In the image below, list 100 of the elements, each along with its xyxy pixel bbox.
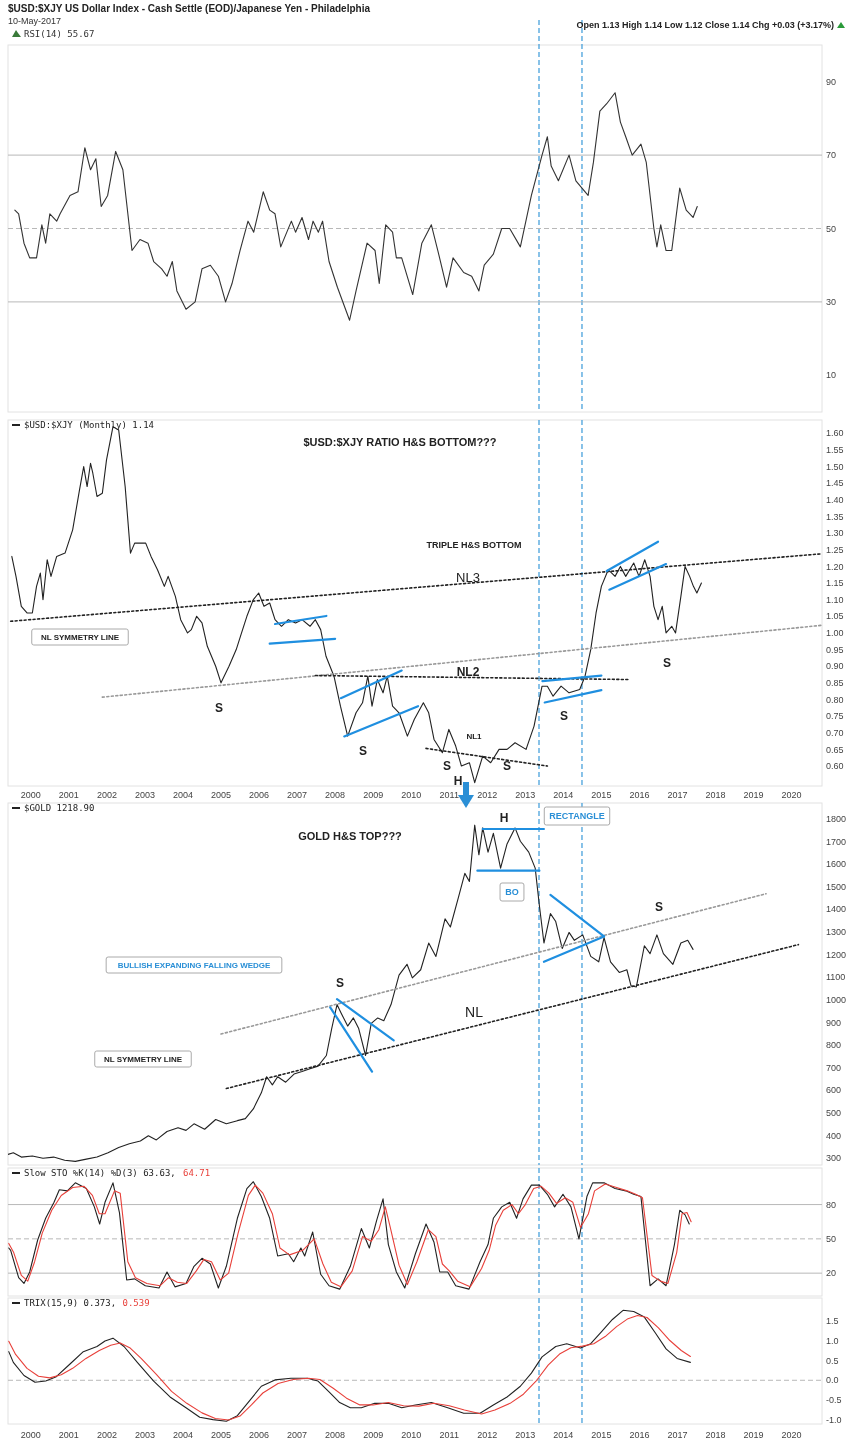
y-tick-label: 10 (826, 370, 837, 381)
x-tick-label: 2018 (705, 1430, 726, 1440)
y-tick-label: 1700 (826, 836, 847, 847)
annotation: S (654, 900, 664, 915)
annotation: BULLISH EXPANDING FALLING WEDGE (117, 960, 272, 970)
y-tick-label: -0.5 (826, 1395, 842, 1406)
annotation: S (559, 709, 569, 724)
x-tick-label: 2012 (477, 790, 498, 800)
x-tick-label: 2013 (515, 1430, 536, 1440)
x-tick-label: 2009 (363, 790, 384, 800)
y-tick-label: 0.80 (826, 694, 844, 705)
text: GOLD H&S TOP??? (298, 830, 403, 842)
y-tick-label: -1.0 (826, 1415, 842, 1426)
x-tick-label: 2005 (210, 790, 232, 800)
x-tick-label: 2016 (629, 1430, 650, 1440)
annotation: TRIPLE H&S BOTTOM (426, 540, 522, 551)
y-tick-label: 900 (826, 1017, 842, 1028)
x-tick-label: 2000 (20, 790, 41, 800)
x-tick-label: 2006 (249, 790, 270, 800)
x-tick-label: 2016 (629, 790, 650, 800)
x-tick-label: 2020 (781, 790, 802, 800)
y-tick-label: 800 (826, 1040, 842, 1051)
y-tick-label: 1100 (826, 972, 846, 983)
x-tick-label: 2006 (249, 1430, 270, 1440)
annotation: S (335, 976, 345, 991)
legend-label: TRIX(15,9) 0.373, (24, 1298, 117, 1308)
annotation: BO (505, 887, 519, 898)
y-tick-label: 1.15 (826, 578, 844, 589)
x-tick-label: 2004 (172, 790, 193, 800)
y-tick-label: 30 (826, 297, 837, 308)
y-tick-label: 0.85 (826, 678, 844, 688)
annotation: S (662, 656, 672, 671)
y-tick-label: 300 (826, 1153, 842, 1164)
y-tick-label: 20 (826, 1268, 837, 1279)
text: Open 1.13 High 1.14 Low 1.12 Close 1.14 Chg +0.03 (+3.17%) (576, 20, 834, 30)
x-tick-label: 2019 (743, 790, 764, 800)
x-tick-label: 2001 (58, 790, 79, 800)
annotation: S (214, 701, 224, 716)
x-tick-label: 2011 (439, 1430, 459, 1440)
y-tick-label: 1400 (826, 904, 847, 915)
y-tick-label: 90 (826, 76, 837, 87)
x-tick-label: 2019 (743, 1430, 764, 1440)
y-tick-label: 500 (826, 1108, 842, 1119)
y-tick-label: 50 (826, 223, 837, 234)
y-tick-label: 1.10 (826, 594, 844, 605)
x-tick-label: 2018 (705, 790, 726, 800)
text: RSI(14) 55.67 (24, 29, 95, 39)
y-tick-label: 1000 (826, 994, 847, 1005)
y-tick-label: 1600 (826, 859, 847, 870)
y-tick-label: 80 (826, 1199, 837, 1210)
annotation: NL1 (466, 731, 483, 741)
y-tick-label: 0.70 (826, 727, 844, 738)
x-tick-label: 2004 (172, 1430, 193, 1440)
y-tick-label: 1.05 (826, 611, 844, 622)
x-tick-label: 2001 (58, 1430, 79, 1440)
y-tick-label: 1.40 (826, 495, 844, 505)
y-tick-label: 0.5 (826, 1355, 839, 1366)
annotation: S (502, 759, 512, 774)
x-tick-label: 2011 (439, 790, 459, 800)
annotation: NL SYMMETRY LINE (40, 632, 120, 642)
annotation: NL (465, 1003, 484, 1020)
annotation: H (453, 774, 463, 789)
x-tick-label: 2007 (287, 1430, 308, 1440)
x-tick-label: 2010 (401, 1430, 422, 1440)
y-tick-label: 1800 (826, 813, 847, 824)
chart-subtitle: 10-May-2017 (8, 16, 62, 26)
y-tick-label: 1.20 (826, 561, 844, 572)
y-tick-label: 50 (826, 1234, 837, 1245)
legend-label: $GOLD 1218.90 (24, 803, 95, 813)
x-tick-label: 2010 (401, 790, 422, 800)
y-tick-label: 1.0 (826, 1335, 839, 1346)
chart-title: $USD:$XJY US Dollar Index - Cash Settle (EOD)/Japanese Yen - Philadelphia (8, 3, 371, 14)
y-tick-label: 400 (826, 1130, 842, 1141)
y-tick-label: 0.65 (826, 744, 844, 755)
x-tick-label: 2014 (553, 790, 574, 800)
text: 64.71 (183, 1168, 211, 1178)
y-tick-label: 1.50 (826, 461, 844, 472)
y-tick-label: 1.45 (826, 478, 844, 489)
x-tick-label: 2017 (667, 790, 688, 800)
y-tick-label: 1500 (826, 881, 847, 892)
annotation: H (499, 811, 509, 826)
annotation: NL3 (456, 569, 480, 585)
x-tick-label: 2015 (591, 790, 612, 800)
legend-label: Slow STO %K(14) %D(3) 63.63, (24, 1168, 176, 1178)
y-tick-label: 0.0 (826, 1375, 839, 1386)
text: 0.539 (122, 1298, 150, 1308)
x-tick-label: 2008 (325, 790, 346, 800)
x-tick-label: 2014 (553, 1430, 574, 1440)
x-tick-label: 2017 (667, 1430, 688, 1440)
annotation: NL2 (456, 665, 480, 680)
y-tick-label: 0.75 (826, 711, 844, 722)
y-tick-label: 700 (826, 1062, 842, 1073)
y-tick-label: 1.00 (826, 628, 844, 639)
y-tick-label: 70 (826, 150, 837, 161)
x-tick-label: 2002 (96, 1430, 117, 1440)
x-tick-label: 2002 (96, 790, 117, 800)
y-tick-label: 0.95 (826, 644, 844, 655)
y-tick-label: 1.5 (826, 1315, 839, 1326)
y-tick-label: 0.90 (826, 661, 844, 672)
text: $USD:$XJY RATIO H&S BOTTOM??? (303, 436, 497, 448)
